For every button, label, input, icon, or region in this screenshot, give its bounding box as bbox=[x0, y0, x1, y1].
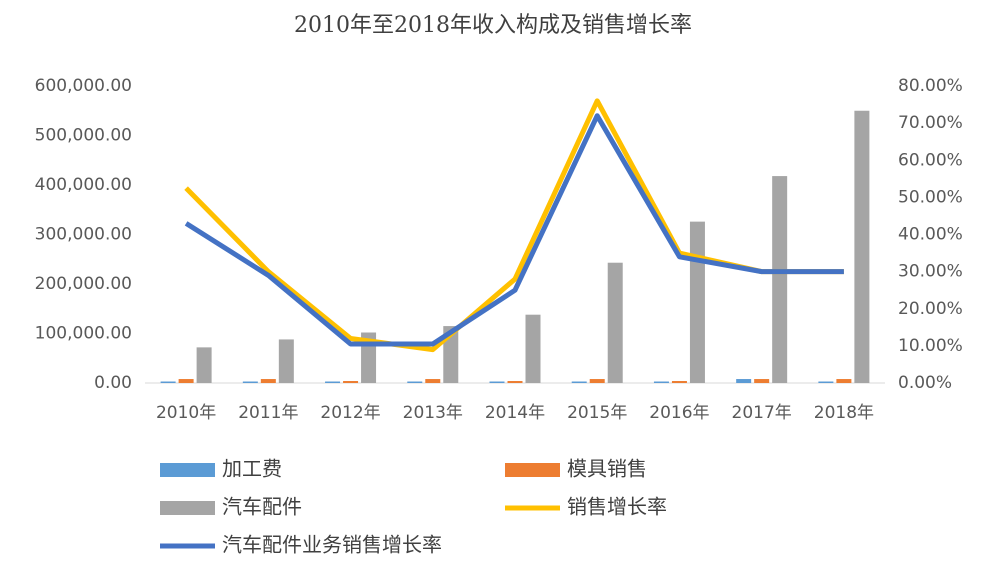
y2-tick-label: 60.00% bbox=[898, 150, 963, 170]
y2-tick-label: 70.00% bbox=[898, 113, 963, 133]
legend-label: 汽车配件 bbox=[222, 495, 302, 519]
bar bbox=[178, 379, 194, 383]
legend-swatch bbox=[160, 463, 215, 477]
bar bbox=[671, 381, 687, 383]
y-tick-label: 0.00 bbox=[94, 373, 132, 393]
y2-tick-label: 0.00% bbox=[898, 373, 952, 393]
bar bbox=[278, 339, 294, 383]
legend-label: 销售增长率 bbox=[567, 495, 667, 519]
y-tick-label: 600,000.00 bbox=[35, 76, 132, 96]
bar bbox=[425, 379, 441, 383]
x-tick-label: 2010年 bbox=[156, 403, 216, 423]
y2-tick-label: 40.00% bbox=[898, 225, 963, 245]
bar bbox=[772, 176, 788, 383]
line-series bbox=[184, 98, 844, 353]
bar bbox=[407, 381, 423, 383]
y2-tick-label: 80.00% bbox=[898, 76, 963, 96]
bar bbox=[525, 314, 541, 383]
x-tick-label: 2015年 bbox=[567, 403, 627, 423]
bar bbox=[689, 221, 705, 383]
bar bbox=[260, 379, 276, 383]
bar bbox=[343, 381, 359, 383]
bar bbox=[242, 381, 258, 383]
legend-label: 模具销售 bbox=[567, 457, 647, 481]
y-tick-label: 400,000.00 bbox=[35, 175, 132, 195]
x-tick-label: 2011年 bbox=[238, 403, 298, 423]
bar bbox=[507, 381, 523, 383]
chart-title: 2010年至2018年收入构成及销售增长率 bbox=[294, 13, 692, 38]
bar bbox=[571, 381, 587, 383]
y-tick-label: 500,000.00 bbox=[35, 126, 132, 146]
bar bbox=[607, 262, 623, 383]
x-tick-label: 2016年 bbox=[649, 403, 709, 423]
bar bbox=[325, 381, 341, 383]
x-tick-label: 2014年 bbox=[485, 403, 545, 423]
y2-tick-label: 20.00% bbox=[898, 299, 963, 319]
bar bbox=[589, 379, 605, 383]
y2-tick-label: 30.00% bbox=[898, 262, 963, 282]
bar bbox=[854, 110, 870, 383]
x-tick-label: 2012年 bbox=[320, 403, 380, 423]
x-tick-label: 2017年 bbox=[732, 403, 792, 423]
y-tick-label: 200,000.00 bbox=[35, 274, 132, 294]
bar bbox=[196, 347, 212, 383]
line-series bbox=[184, 113, 844, 347]
bar bbox=[836, 379, 852, 383]
y-tick-label: 300,000.00 bbox=[35, 225, 132, 245]
legend-label: 加工费 bbox=[222, 457, 282, 481]
y2-tick-label: 10.00% bbox=[898, 336, 963, 356]
legend-swatch bbox=[505, 463, 560, 477]
legend-swatch bbox=[160, 501, 215, 515]
bar bbox=[653, 381, 669, 383]
y2-tick-label: 50.00% bbox=[898, 187, 963, 207]
bar bbox=[754, 379, 770, 383]
y-tick-label: 100,000.00 bbox=[35, 324, 132, 344]
bar bbox=[736, 379, 752, 383]
x-tick-label: 2013年 bbox=[403, 403, 463, 423]
x-tick-label: 2018年 bbox=[814, 403, 874, 423]
legend-label: 汽车配件业务销售增长率 bbox=[222, 533, 442, 557]
bar bbox=[160, 381, 176, 383]
bar bbox=[818, 381, 834, 383]
bar bbox=[489, 381, 505, 383]
